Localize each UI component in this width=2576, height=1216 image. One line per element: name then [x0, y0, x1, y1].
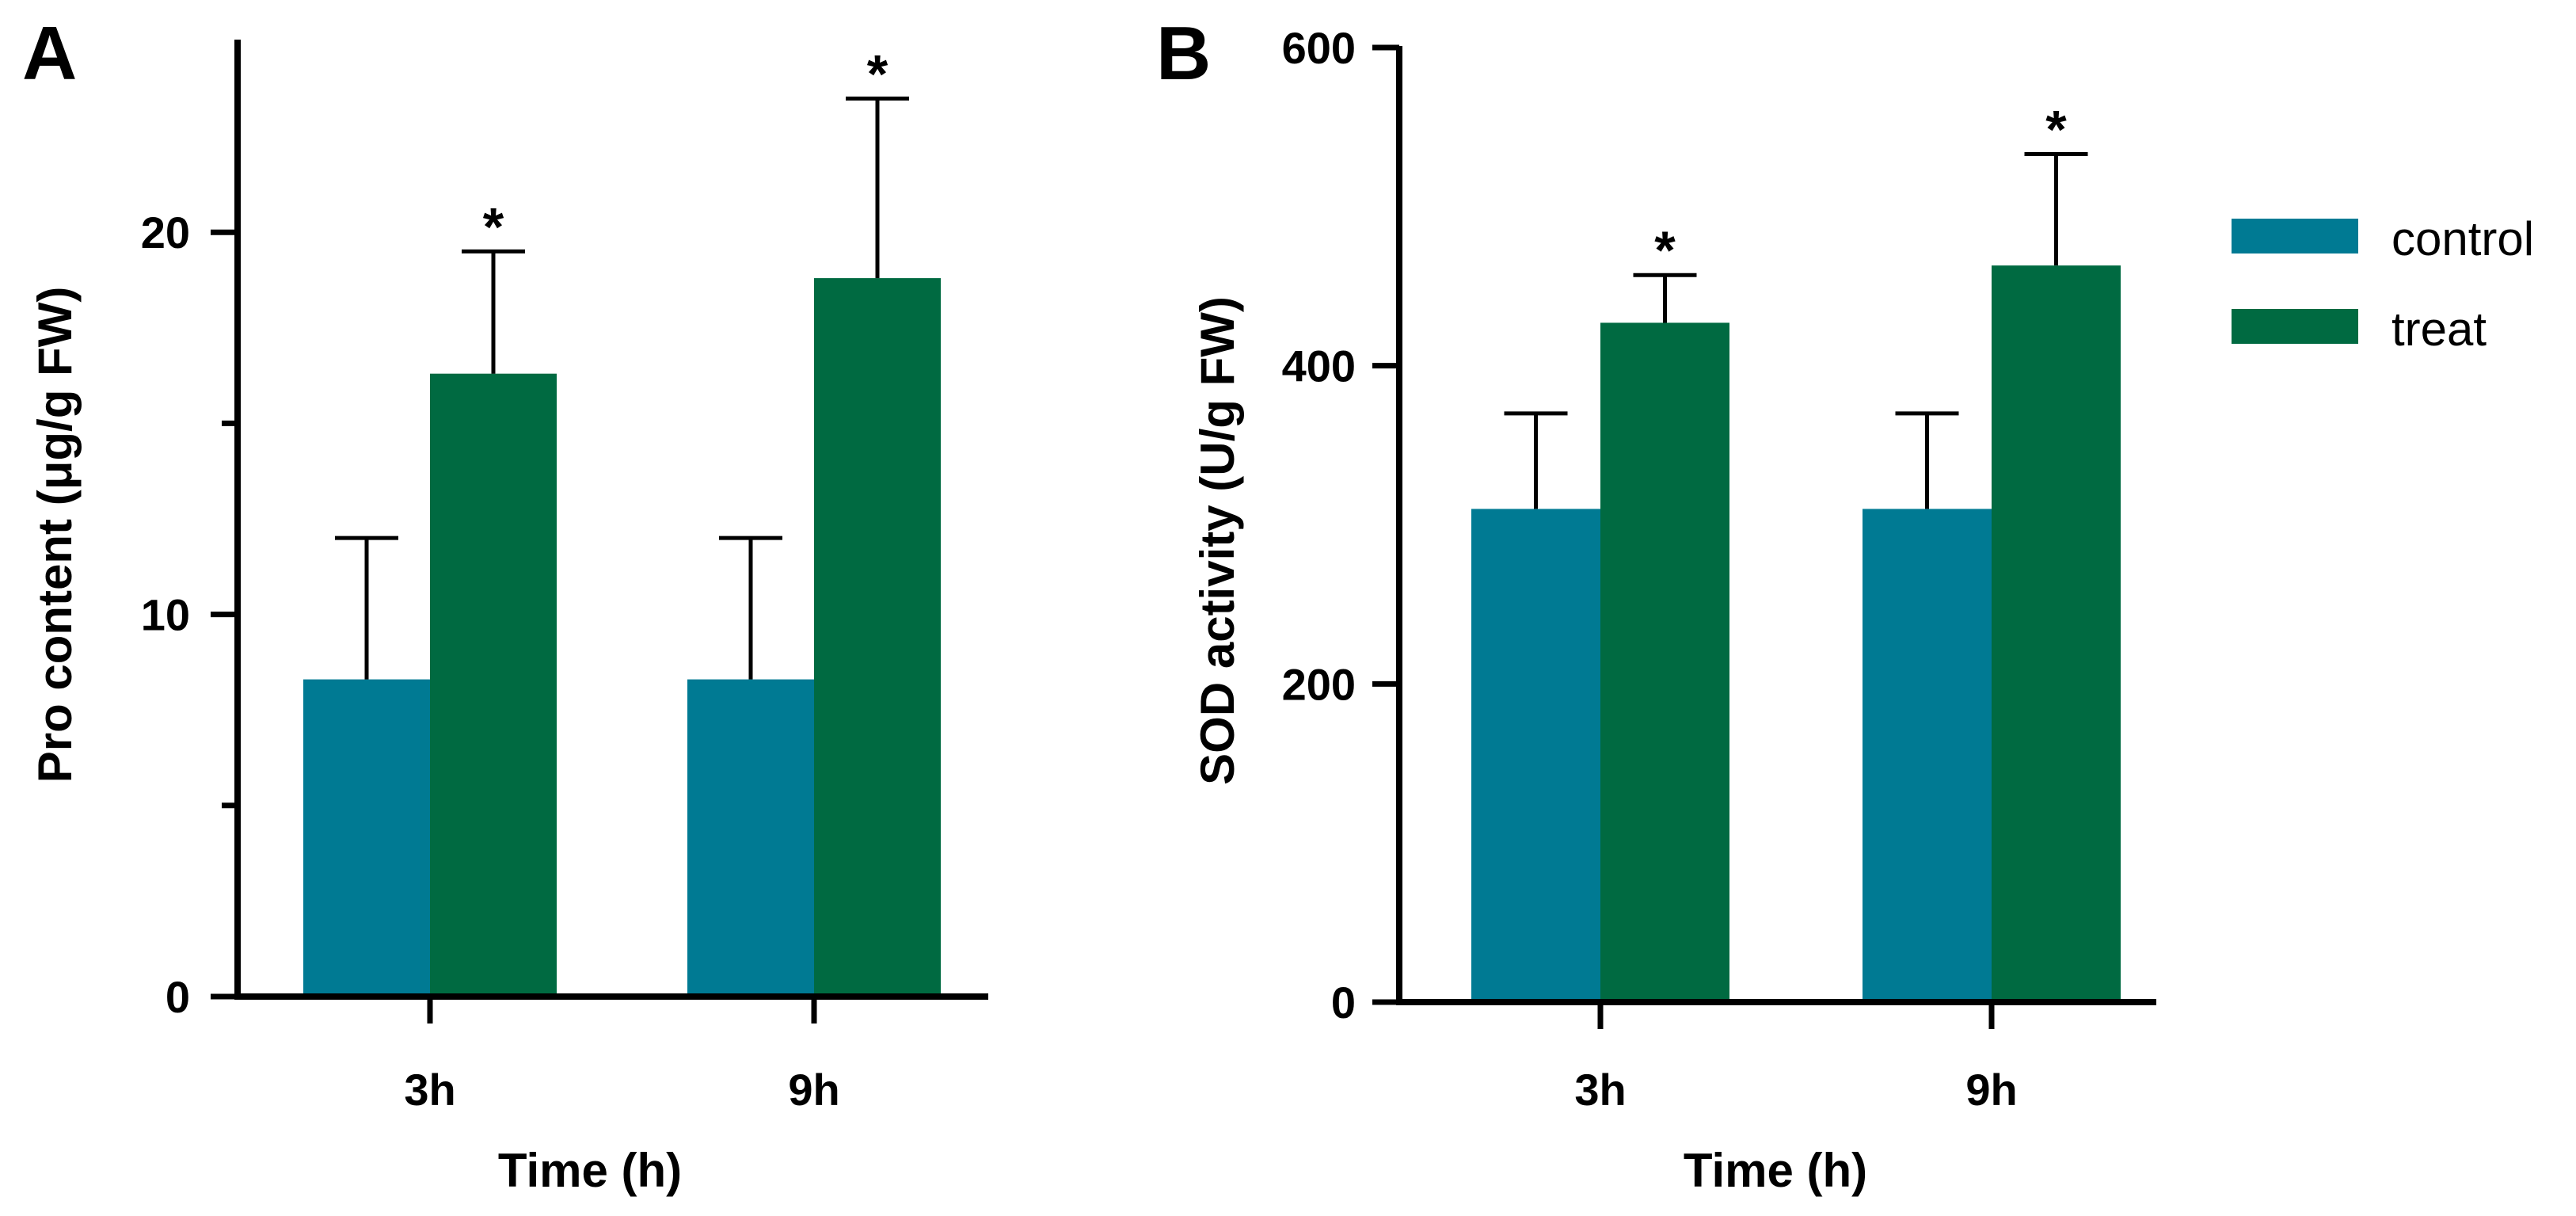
bar-treat-9h — [1992, 265, 2121, 1002]
legend-swatch-treat — [2232, 309, 2358, 344]
bar-control-9h — [687, 679, 814, 997]
y-axis-title: Pro content (μg/g FW) — [29, 287, 82, 783]
x-axis-title: Time (h) — [1684, 1144, 1867, 1197]
bar-treat-3h — [430, 373, 557, 997]
significance-star-treat-3h: * — [483, 196, 504, 257]
y-tick-label-400: 400 — [1282, 341, 1356, 391]
x-tick-label-9h: 9h — [788, 1065, 839, 1115]
bar-treat-3h — [1600, 322, 1729, 1003]
significance-star-treat-9h: * — [2045, 100, 2067, 160]
y-tick-label-600: 600 — [1282, 23, 1356, 73]
y-axis-title: SOD activity (U/g FW) — [1191, 296, 1244, 785]
bar-treat-9h — [814, 278, 941, 997]
legend: control treat — [2232, 212, 2534, 356]
bar-control-3h — [303, 679, 430, 997]
y-tick-label-0: 0 — [1331, 978, 1356, 1027]
y-tick-label-20: 20 — [141, 208, 190, 257]
legend-label-control: control — [2391, 212, 2534, 265]
y-tick-label-0: 0 — [166, 972, 190, 1022]
x-axis-title: Time (h) — [498, 1144, 682, 1197]
significance-star-treat-9h: * — [867, 44, 888, 104]
bar-control-3h — [1471, 509, 1600, 1002]
panel-label-B: B — [1156, 11, 1211, 96]
significance-star-treat-3h: * — [1654, 220, 1676, 280]
x-tick-label-9h: 9h — [1965, 1065, 2017, 1115]
x-tick-label-3h: 3h — [1574, 1065, 1626, 1115]
y-tick-label-10: 10 — [141, 590, 190, 640]
legend-label-treat: treat — [2391, 303, 2487, 356]
panel-label-A: A — [22, 11, 77, 96]
panel-a: * * 0 10 20 3h 9h Time (h) Pro content (μg/g FW)… — [22, 11, 988, 1197]
x-tick-label-3h: 3h — [404, 1065, 455, 1115]
legend-swatch-control — [2232, 219, 2358, 253]
y-tick-label-200: 200 — [1282, 659, 1356, 709]
bar-control-9h — [1863, 509, 1992, 1002]
panel-b: * * 0 200 400 600 3h 9h Time (h) SOD activity (U/… — [1156, 11, 2156, 1197]
